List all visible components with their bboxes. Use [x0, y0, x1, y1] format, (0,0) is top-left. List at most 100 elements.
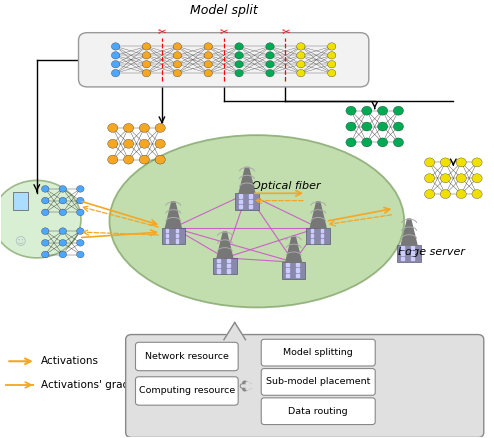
Text: Sub-model placement: Sub-model placement — [266, 378, 370, 386]
Polygon shape — [286, 237, 301, 262]
Polygon shape — [401, 219, 417, 245]
Circle shape — [155, 155, 165, 164]
Circle shape — [41, 251, 49, 258]
Bar — [321, 234, 323, 237]
Text: ☺: ☺ — [14, 237, 26, 247]
Circle shape — [393, 106, 404, 115]
Text: Optical fiber: Optical fiber — [252, 181, 321, 191]
Bar — [239, 194, 242, 198]
Circle shape — [142, 52, 151, 59]
Bar — [239, 205, 242, 208]
Circle shape — [472, 190, 482, 198]
Circle shape — [77, 197, 84, 204]
Bar — [217, 264, 220, 268]
Bar — [397, 245, 421, 261]
Circle shape — [41, 186, 49, 192]
Circle shape — [155, 139, 165, 148]
Text: ✂: ✂ — [158, 26, 166, 36]
Text: ✂: ✂ — [281, 26, 290, 36]
Bar — [412, 246, 414, 249]
Circle shape — [139, 124, 150, 132]
Circle shape — [456, 174, 466, 183]
Circle shape — [142, 60, 151, 68]
Bar — [296, 274, 298, 277]
Bar — [311, 229, 313, 232]
Bar — [402, 251, 404, 254]
Circle shape — [204, 70, 212, 77]
Circle shape — [59, 240, 67, 246]
Circle shape — [108, 124, 118, 132]
Bar — [165, 239, 168, 243]
Text: Computing resource: Computing resource — [139, 386, 235, 396]
Circle shape — [112, 60, 120, 68]
Circle shape — [112, 70, 120, 77]
Circle shape — [77, 240, 84, 246]
Circle shape — [297, 70, 305, 77]
Circle shape — [77, 251, 84, 258]
Circle shape — [124, 155, 134, 164]
Bar — [282, 262, 305, 279]
Circle shape — [173, 43, 181, 50]
Circle shape — [41, 209, 49, 215]
Circle shape — [59, 186, 67, 192]
Bar — [321, 239, 323, 243]
Circle shape — [362, 122, 372, 131]
Polygon shape — [239, 167, 255, 193]
Circle shape — [142, 43, 151, 50]
Circle shape — [362, 138, 372, 147]
Circle shape — [204, 52, 212, 59]
Circle shape — [266, 52, 274, 59]
Bar — [227, 264, 230, 268]
Circle shape — [59, 209, 67, 215]
Circle shape — [41, 228, 49, 234]
Bar — [227, 259, 230, 262]
Circle shape — [108, 155, 118, 164]
Bar — [249, 194, 252, 198]
Circle shape — [77, 209, 84, 215]
Circle shape — [235, 60, 243, 68]
Circle shape — [456, 190, 466, 198]
Circle shape — [155, 124, 165, 132]
Circle shape — [346, 122, 356, 131]
Circle shape — [124, 139, 134, 148]
Circle shape — [235, 43, 243, 50]
Circle shape — [472, 174, 482, 183]
FancyBboxPatch shape — [261, 339, 375, 366]
Circle shape — [173, 52, 181, 59]
Circle shape — [41, 197, 49, 204]
Circle shape — [266, 70, 274, 77]
Circle shape — [424, 190, 435, 198]
Bar — [176, 234, 178, 237]
Circle shape — [424, 158, 435, 167]
Circle shape — [235, 52, 243, 59]
Bar — [286, 268, 288, 272]
Circle shape — [377, 106, 388, 115]
FancyBboxPatch shape — [135, 343, 238, 371]
Circle shape — [393, 138, 404, 147]
Circle shape — [59, 197, 67, 204]
Circle shape — [346, 106, 356, 115]
Circle shape — [173, 60, 181, 68]
Bar — [412, 257, 414, 260]
Circle shape — [77, 186, 84, 192]
Text: Model splitting: Model splitting — [284, 348, 353, 357]
Circle shape — [472, 158, 482, 167]
FancyBboxPatch shape — [13, 192, 28, 210]
Circle shape — [204, 60, 212, 68]
Circle shape — [328, 60, 336, 68]
Circle shape — [328, 70, 336, 77]
FancyBboxPatch shape — [79, 33, 369, 87]
Polygon shape — [224, 322, 246, 340]
Bar — [412, 251, 414, 254]
Circle shape — [112, 43, 120, 50]
Circle shape — [139, 155, 150, 164]
Bar — [296, 263, 298, 266]
Text: Model split: Model split — [190, 4, 257, 17]
Text: ✂: ✂ — [219, 26, 228, 36]
Polygon shape — [165, 202, 181, 228]
Circle shape — [328, 43, 336, 50]
Circle shape — [142, 70, 151, 77]
Circle shape — [440, 174, 451, 183]
Bar — [217, 269, 220, 273]
Circle shape — [266, 60, 274, 68]
